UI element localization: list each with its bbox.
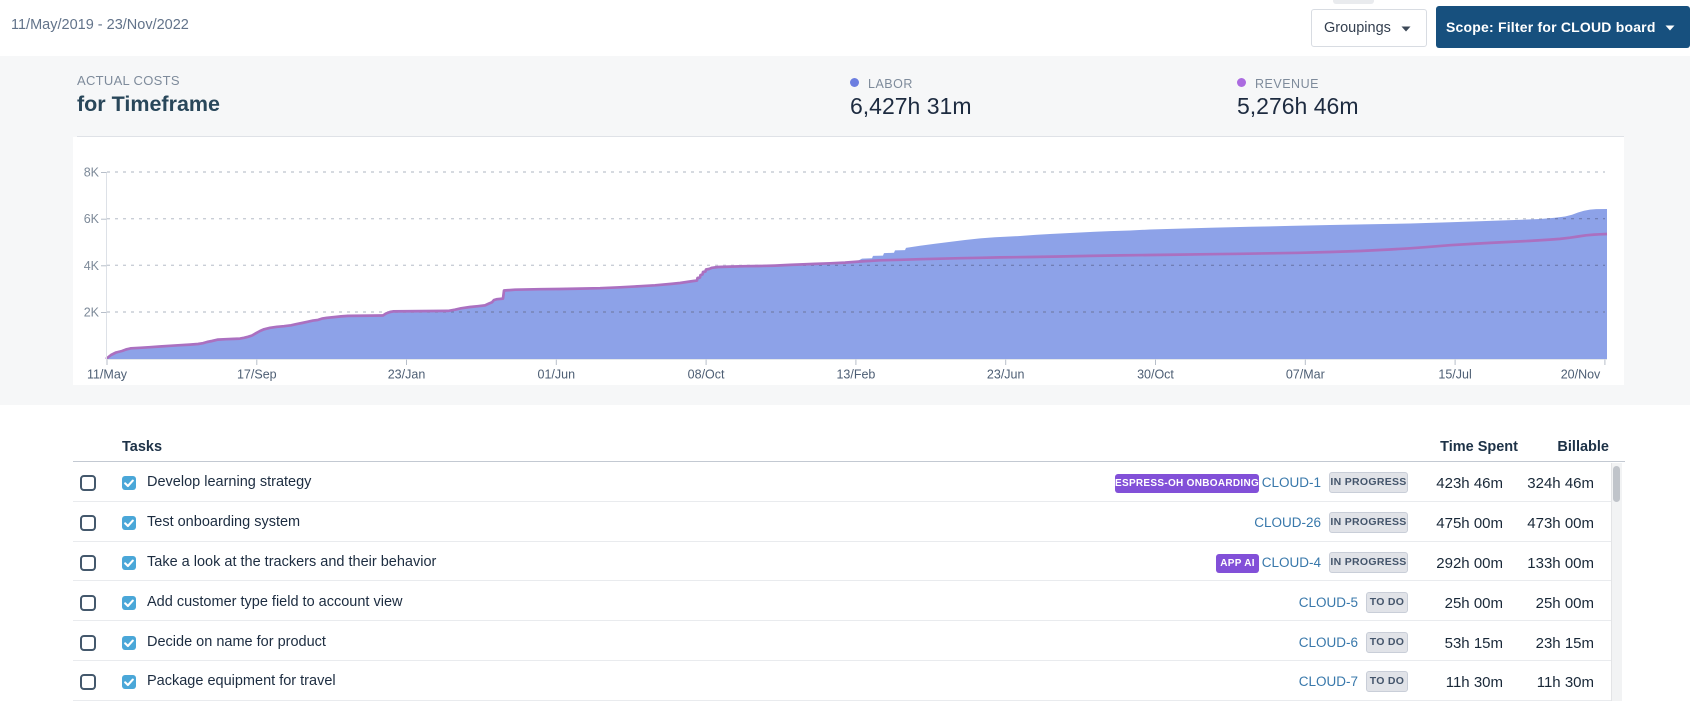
svg-text:17/Sep: 17/Sep xyxy=(237,368,277,382)
svg-text:01/Jun: 01/Jun xyxy=(538,368,576,382)
svg-text:8K: 8K xyxy=(84,166,100,180)
svg-text:30/Oct: 30/Oct xyxy=(1137,368,1174,382)
svg-text:6K: 6K xyxy=(84,212,100,226)
svg-text:15/Jul: 15/Jul xyxy=(1438,368,1471,382)
svg-text:07/Mar: 07/Mar xyxy=(1286,368,1325,382)
svg-text:2K: 2K xyxy=(84,306,100,320)
svg-text:23/Jan: 23/Jan xyxy=(388,368,426,382)
svg-text:20/Nov: 20/Nov xyxy=(1561,368,1601,382)
svg-text:23/Jun: 23/Jun xyxy=(987,368,1025,382)
svg-text:11/May: 11/May xyxy=(87,368,128,382)
svg-text:4K: 4K xyxy=(84,259,100,273)
svg-text:08/Oct: 08/Oct xyxy=(688,368,725,382)
svg-text:13/Feb: 13/Feb xyxy=(836,368,875,382)
